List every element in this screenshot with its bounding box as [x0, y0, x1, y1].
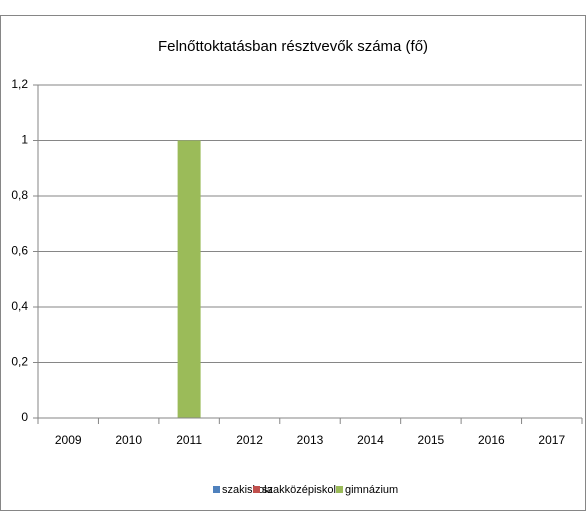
x-tick-label: 2009 [55, 433, 82, 447]
legend-label: szakiskola [222, 484, 274, 496]
bar [177, 140, 201, 418]
x-tick-label: 2011 [176, 433, 202, 447]
y-tick-label: 1,2 [11, 77, 28, 91]
legend-label: szakközépiskola [262, 484, 343, 496]
y-tick-label: 0,8 [11, 188, 28, 202]
y-tick-label: 1 [21, 133, 28, 147]
x-tick-label: 2014 [357, 433, 384, 447]
y-tick-label: 0 [21, 410, 28, 424]
x-tick-label: 2012 [236, 433, 263, 447]
y-tick-label: 0,4 [11, 299, 28, 313]
x-tick-label: 2017 [538, 433, 565, 447]
x-tick-label: 2010 [115, 433, 142, 447]
legend-swatch [253, 486, 260, 493]
legend-swatch [213, 486, 220, 493]
legend-label: gimnázium [345, 484, 398, 496]
legend-swatch [336, 486, 343, 493]
chart-border [0, 15, 586, 511]
chart-title: Felnőttoktatásban résztvevők száma (fő) [158, 38, 428, 55]
x-tick-label: 2013 [297, 433, 324, 447]
x-tick-label: 2016 [478, 433, 505, 447]
x-tick-label: 2015 [418, 433, 445, 447]
y-tick-label: 0,6 [11, 244, 28, 258]
y-tick-label: 0,2 [11, 355, 28, 369]
